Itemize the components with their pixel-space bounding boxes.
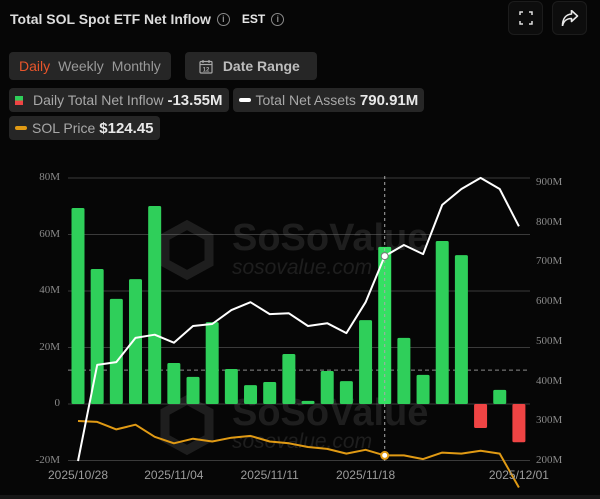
svg-text:sosovalue.com: sosovalue.com: [232, 256, 372, 279]
inflow-bar[interactable]: [224, 368, 238, 404]
inflow-bar[interactable]: [320, 370, 334, 404]
line-swatch-orange-icon: [15, 126, 27, 130]
svg-text:SoSoValue: SoSoValue: [232, 217, 428, 259]
inflow-bar[interactable]: [301, 400, 315, 404]
sol-price-line: [77, 420, 520, 488]
legend-price-label: SOL Price: [32, 120, 96, 136]
line-swatch-white-icon: [238, 98, 251, 102]
sosovalue-logo-icon: [160, 219, 214, 281]
inflow-bar[interactable]: [512, 404, 526, 443]
inflow-bar[interactable]: [71, 207, 85, 404]
y-right-tick: 900M: [536, 176, 563, 189]
inflow-bar[interactable]: [205, 322, 219, 404]
x-tick-label: 2025/11/18: [335, 468, 396, 482]
y-left-tick: 20M: [39, 340, 60, 353]
inflow-bar[interactable]: [493, 389, 507, 404]
y-right-tick: 700M: [536, 255, 563, 268]
chart-title: Total SOL Spot ETF Net Inflow: [10, 11, 211, 27]
inflow-bar[interactable]: [454, 255, 468, 404]
y-right-tick: 800M: [536, 215, 563, 228]
tab-monthly[interactable]: Monthly: [111, 58, 161, 74]
share-icon: [561, 10, 578, 26]
controls-row: Daily Weekly Monthly 12 Date Range: [9, 52, 317, 80]
inflow-bar[interactable]: [109, 298, 123, 404]
y-left-tick: 0: [54, 397, 61, 409]
legend-price-value: $124.45: [99, 119, 154, 137]
inflow-bar[interactable]: [416, 374, 430, 404]
chart-header: Total SOL Spot ETF Net Inflow i EST i: [10, 8, 285, 30]
date-range-button[interactable]: 12 Date Range: [184, 52, 317, 80]
calendar-icon: 12: [199, 59, 213, 74]
legend-assets-value: 790.91M: [359, 91, 419, 109]
y-left-tick: 80M: [39, 171, 60, 183]
x-tick-label: 2025/10/28: [47, 468, 109, 482]
share-button[interactable]: [552, 1, 587, 35]
inflow-bar[interactable]: [397, 337, 411, 404]
inflow-bar[interactable]: [359, 320, 373, 404]
legend-inflow-label: Daily Total Net Inflow: [33, 92, 164, 108]
x-tick-label: 2025/12/01: [488, 468, 549, 482]
period-selector: Daily Weekly Monthly: [9, 52, 171, 80]
inflow-bar[interactable]: [186, 376, 200, 404]
inflow-bar[interactable]: [167, 363, 181, 404]
inflow-bar[interactable]: [244, 385, 258, 404]
legend-inflow[interactable]: Daily Total Net Inflow -13.55M: [9, 88, 229, 112]
grid-lines: [68, 177, 530, 461]
timezone-label: EST: [241, 12, 266, 26]
hover-crosshair: [380, 176, 390, 461]
bar-swatch-icon: [15, 95, 23, 105]
legend-row-2: SOL Price $124.45: [9, 116, 160, 140]
watermark: SoSoValue sosovalue.com SoSoValue sosova…: [160, 217, 428, 456]
legend-inflow-value: -13.55M: [167, 91, 223, 109]
legend-assets-label: Total Net Assets: [255, 92, 356, 108]
y-left-tick: 40M: [39, 284, 60, 296]
net-assets-line: [77, 176, 520, 462]
svg-text:12: 12: [202, 67, 209, 73]
legend-assets[interactable]: Total Net Assets 790.91M: [232, 88, 425, 112]
inflow-bar[interactable]: [378, 246, 392, 404]
x-tick-label: 2025/11/11: [240, 468, 299, 482]
inflow-bar[interactable]: [435, 240, 449, 404]
legend-row-1: Daily Total Net Inflow -13.55M Total Net…: [9, 88, 425, 112]
fullscreen-button[interactable]: [508, 1, 543, 35]
y-left-tick: 60M: [39, 227, 60, 240]
y-right-tick: 500M: [536, 334, 563, 347]
inflow-bar[interactable]: [129, 279, 143, 404]
svg-text:sosovalue.com: sosovalue.com: [232, 430, 372, 453]
inflow-bars[interactable]: [71, 205, 526, 443]
footer-bar: [0, 495, 600, 499]
tab-weekly[interactable]: Weekly: [58, 58, 104, 74]
legend-price[interactable]: SOL Price $124.45: [9, 116, 160, 140]
date-range-label: Date Range: [222, 58, 300, 74]
inflow-bar[interactable]: [90, 268, 104, 404]
inflow-bar[interactable]: [263, 381, 277, 404]
inflow-bar[interactable]: [282, 353, 296, 404]
inflow-bar[interactable]: [339, 381, 353, 404]
x-tick-label: 2025/11/04: [144, 468, 204, 482]
inflow-bar[interactable]: [474, 404, 488, 429]
inflow-bar[interactable]: [148, 205, 162, 404]
tab-daily[interactable]: Daily: [19, 58, 51, 74]
y-right-tick: 200M: [536, 454, 563, 466]
info-icon[interactable]: i: [216, 12, 230, 26]
y-right-tick: 600M: [536, 295, 563, 308]
y-right-tick: 400M: [536, 374, 563, 387]
series-lines: [77, 176, 520, 488]
fullscreen-icon: [518, 11, 533, 25]
y-right-tick: 300M: [536, 414, 563, 427]
timezone-info-icon[interactable]: i: [271, 12, 285, 26]
y-left-tick: -20M: [35, 453, 60, 466]
